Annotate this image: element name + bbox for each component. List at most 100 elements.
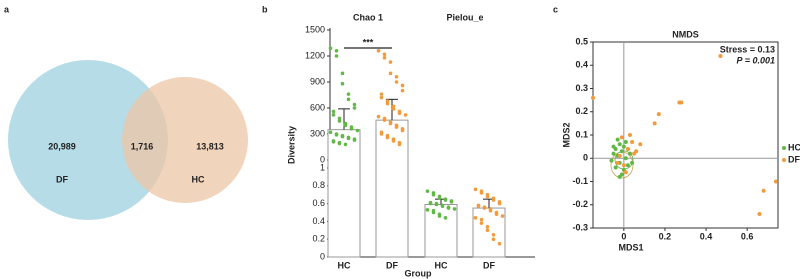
- x-tick-label: 0.2: [659, 231, 672, 241]
- data-point: [337, 116, 342, 121]
- data-point: [761, 188, 766, 193]
- data-point: [428, 201, 433, 206]
- y-tick-label: 300: [310, 128, 325, 138]
- data-point: [500, 214, 505, 218]
- data-point: [485, 224, 490, 229]
- y-tick-label: 900: [310, 76, 325, 86]
- data-point: [652, 121, 657, 126]
- y-tick-label: 1500: [305, 24, 325, 34]
- data-point: [346, 92, 351, 96]
- venn-count: 1,716: [131, 141, 154, 151]
- x-tick-label: DF: [386, 260, 398, 270]
- y-tick-label: 0.2: [312, 234, 325, 244]
- panel-label: b: [262, 4, 268, 14]
- data-point: [388, 71, 393, 76]
- data-point: [473, 216, 478, 220]
- data-point: [388, 60, 393, 64]
- data-point: [491, 198, 496, 202]
- legend-marker: [782, 158, 786, 162]
- data-point: [397, 111, 402, 115]
- legend-marker: [782, 146, 786, 150]
- x-tick-label: HC: [435, 260, 448, 270]
- y-tick-label: -0.1: [572, 176, 588, 186]
- data-point: [376, 114, 381, 119]
- y-tick-label: 0: [320, 154, 325, 164]
- x-tick-label: HC: [338, 260, 351, 270]
- data-point: [400, 88, 405, 93]
- data-point: [482, 206, 487, 210]
- data-point: [623, 170, 628, 175]
- data-point: [485, 194, 490, 199]
- annotation: Stress = 0.13: [720, 44, 775, 54]
- data-point: [630, 160, 635, 165]
- data-point: [355, 128, 360, 133]
- data-point: [623, 156, 628, 161]
- venn-set: [8, 60, 168, 220]
- data-point: [349, 127, 354, 131]
- data-point: [379, 95, 384, 100]
- data-point: [476, 204, 481, 209]
- data-point: [394, 125, 399, 129]
- x-tick-label: 0.6: [741, 231, 754, 241]
- y-tick-label: -0.3: [572, 222, 588, 232]
- y-tick-label: 0: [583, 153, 588, 163]
- data-point: [625, 146, 630, 151]
- data-point: [613, 165, 618, 170]
- data-point: [328, 130, 333, 135]
- y-tick-label: 0.8: [312, 180, 325, 190]
- data-point: [346, 136, 351, 141]
- data-point: [437, 214, 442, 218]
- x-tick-label: 0: [621, 231, 626, 241]
- panel-label: c: [553, 4, 558, 14]
- data-point: [343, 142, 348, 147]
- plot-frame: [592, 41, 779, 229]
- data-point: [615, 160, 620, 165]
- bar: [375, 119, 409, 258]
- y-axis-label: MDS2: [561, 122, 571, 147]
- data-point: [609, 158, 614, 163]
- data-point: [619, 135, 624, 140]
- data-point: [494, 212, 499, 217]
- data-point: [621, 144, 626, 149]
- data-point: [617, 174, 622, 179]
- data-point: [337, 141, 342, 146]
- data-point: [340, 81, 345, 86]
- y-tick-label: 0.6: [312, 198, 325, 208]
- data-point: [628, 151, 632, 156]
- data-point: [623, 139, 628, 144]
- bar: [472, 207, 506, 258]
- y-tick-label: 0.3: [575, 83, 588, 93]
- data-point: [479, 191, 484, 195]
- data-point: [382, 118, 387, 122]
- data-point: [443, 216, 448, 220]
- data-point: [334, 133, 339, 137]
- data-point: [331, 113, 336, 117]
- chart-title: NMDS: [672, 29, 699, 39]
- data-point: [446, 206, 451, 210]
- y-tick-label: 0.4: [312, 216, 325, 226]
- data-point: [334, 54, 339, 58]
- data-point: [497, 201, 502, 206]
- data-point: [431, 210, 436, 215]
- data-point: [425, 189, 430, 193]
- y-tick-label: 0.4: [575, 60, 588, 70]
- data-point: [617, 153, 622, 158]
- data-point: [628, 133, 632, 137]
- data-point: [479, 217, 484, 222]
- y-tick-label: 1200: [305, 50, 325, 60]
- data-point: [352, 102, 357, 107]
- data-point: [391, 139, 396, 143]
- data-point: [452, 207, 457, 211]
- data-point: [638, 142, 643, 147]
- data-point: [449, 200, 454, 204]
- data-point: [443, 198, 448, 202]
- x-axis-label: MDS1: [618, 242, 643, 252]
- data-point: [385, 99, 390, 103]
- x-axis-label: Group: [405, 268, 432, 278]
- data-point: [400, 83, 405, 88]
- y-axis-label: Diversity: [286, 126, 296, 164]
- y-tick-label: -0.2: [572, 199, 588, 209]
- data-point: [400, 128, 405, 133]
- data-point: [337, 119, 342, 123]
- data-point: [473, 187, 478, 192]
